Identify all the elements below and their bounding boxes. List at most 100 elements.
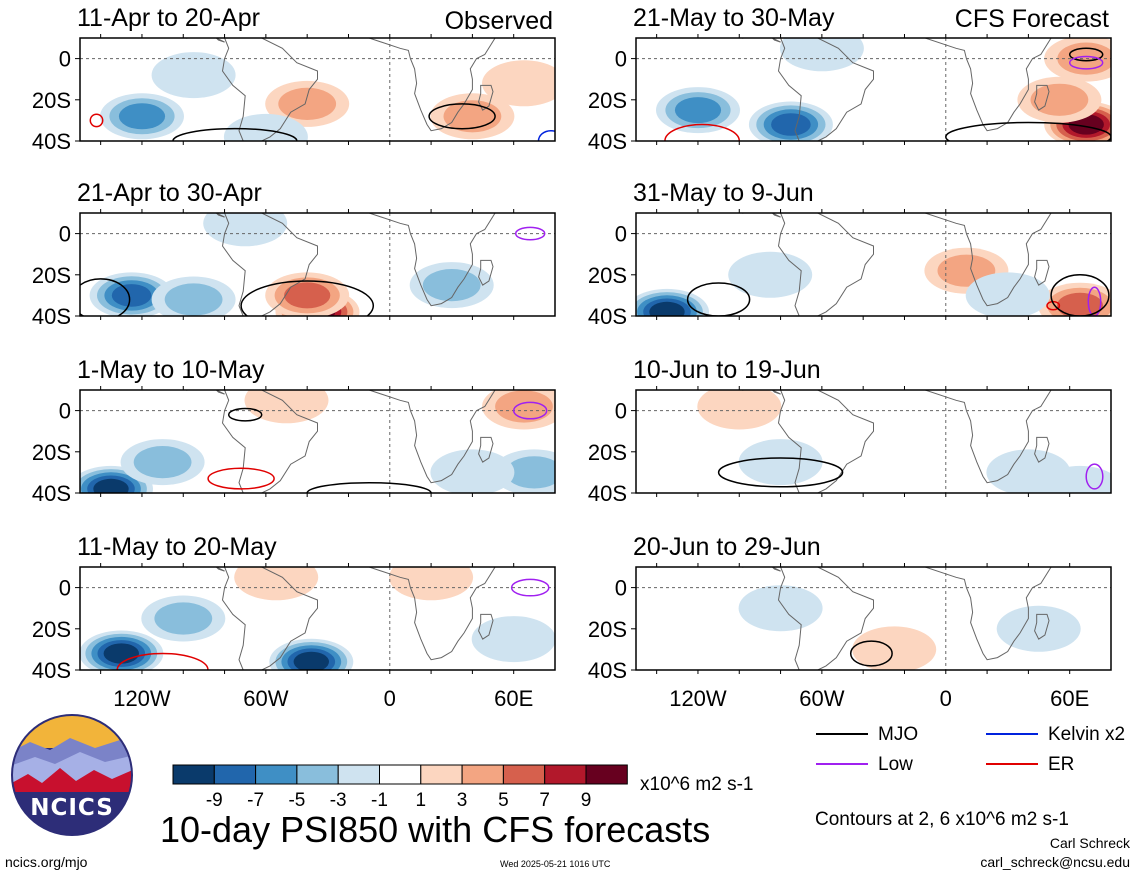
anomaly-blob (293, 651, 329, 670)
map-panel: 0 20S 40S 10-Jun to 19-Jun (588, 356, 1112, 506)
coastline (777, 567, 874, 670)
map-panel: 0 20S 40S 21-May to 30-May (588, 4, 1112, 154)
coastline (186, 38, 225, 43)
panel-title: 31-May to 9-Jun (633, 179, 814, 207)
anomaly-blob (118, 103, 166, 130)
colorbar-tick-label: -1 (371, 790, 388, 811)
coastline (742, 390, 781, 395)
anomaly-blob (203, 213, 288, 247)
anomaly-blob (482, 60, 555, 107)
coastline (368, 567, 496, 661)
panel-frame (635, 566, 1112, 671)
colorbar-swatch (379, 764, 422, 785)
anomaly-blob (389, 567, 474, 601)
contour-line (428, 103, 496, 130)
lat-tick-label: 40S (588, 658, 627, 683)
legend-label: Low (878, 754, 913, 775)
anomaly-blob (771, 113, 811, 136)
colorbar-swatch (585, 764, 628, 785)
colorbar-tick-label: -5 (288, 790, 305, 811)
colorbar: -9 -7 -5 -3 -1 1 3 5 7 9 (172, 764, 628, 811)
contour-line (172, 127, 298, 141)
colorbar-swatch (544, 764, 587, 785)
coastline (186, 213, 225, 218)
coastline (478, 613, 494, 640)
lat-tick-label: 0 (615, 576, 627, 601)
coastlines (186, 390, 496, 493)
coastlines (742, 567, 1052, 670)
lat-tick-label: 0 (59, 576, 71, 601)
contour-line (945, 121, 1111, 141)
panel-frame (635, 37, 1112, 142)
anomaly-field (656, 38, 1111, 141)
legend-label: Kelvin x2 (1048, 724, 1125, 745)
coastline (742, 213, 781, 218)
contour-line (514, 226, 546, 241)
contour-line (89, 113, 104, 128)
lat-tick-label: 40S (32, 658, 71, 683)
coastline (368, 390, 496, 484)
lon-tick-label: 120W (113, 686, 171, 711)
lat-tick-label: 40S (32, 481, 71, 506)
anomaly-field (636, 247, 1111, 316)
forecast-label: CFS Forecast (955, 5, 1109, 33)
lon-tick-label: 60E (494, 686, 533, 711)
contour-legend: MJO Kelvin x2 Low ER (816, 724, 1125, 775)
lat-tick-label: 0 (615, 47, 627, 72)
contour-line (512, 401, 548, 420)
anomaly-blob (495, 390, 553, 423)
coastline (478, 259, 494, 286)
contours (717, 457, 1104, 490)
footer-timestamp: Wed 2025-05-21 1016 UTC (500, 859, 611, 869)
anomaly-field (89, 213, 494, 316)
lon-tick-label: 120W (669, 686, 727, 711)
anomaly-blob (93, 478, 129, 493)
contour-line (1068, 47, 1104, 62)
coastline (221, 213, 318, 316)
anomaly-blob (422, 269, 481, 302)
coastlines (742, 213, 1052, 316)
lon-tick-label: 60W (799, 686, 844, 711)
contour-line (686, 282, 751, 316)
anomaly-blob (779, 38, 864, 72)
colorbar-tick-label: 7 (539, 790, 550, 811)
lat-tick-label: 20S (588, 617, 627, 642)
anomaly-blob (697, 390, 782, 430)
coastline (368, 213, 496, 307)
colorbar-tick-label: -7 (247, 790, 264, 811)
coastlines (186, 213, 496, 316)
panel-title: 11-Apr to 20-Apr (77, 4, 260, 32)
colorbar-swatch (255, 764, 298, 785)
anomaly-blob (278, 87, 337, 120)
lon-tick-label: 60W (243, 686, 288, 711)
lat-tick-label: 0 (615, 222, 627, 247)
footer-author: Carl Schreck (1050, 835, 1131, 851)
footer-site: ncics.org/mjo (5, 854, 88, 870)
logo-text: NCICS (30, 795, 114, 821)
colorbar-swatch (502, 764, 546, 785)
lat-tick-label: 40S (588, 481, 627, 506)
anomaly-blob (965, 272, 1050, 316)
panel-frame (79, 389, 556, 494)
colorbar-swatch (337, 764, 381, 785)
coastline (924, 390, 1052, 484)
colorbar-swatch (172, 764, 215, 785)
coastline (924, 213, 1052, 307)
coastlines (742, 390, 1052, 493)
anomaly-blob (852, 626, 937, 670)
lat-tick-label: 0 (615, 399, 627, 424)
anomaly-blob (103, 643, 139, 664)
coastline (742, 567, 781, 572)
anomaly-field (80, 567, 555, 670)
coastline (478, 436, 494, 463)
lat-tick-label: 40S (588, 129, 627, 154)
contours (80, 226, 546, 316)
coastline (186, 567, 225, 572)
anomaly-blob (649, 301, 685, 316)
anomaly-blob (284, 282, 331, 309)
panel-frame (79, 212, 556, 317)
anomaly-blob (244, 390, 329, 424)
colorbar-tick-label: 3 (457, 790, 468, 811)
coastline (221, 390, 318, 493)
anomaly-blob (728, 251, 813, 298)
